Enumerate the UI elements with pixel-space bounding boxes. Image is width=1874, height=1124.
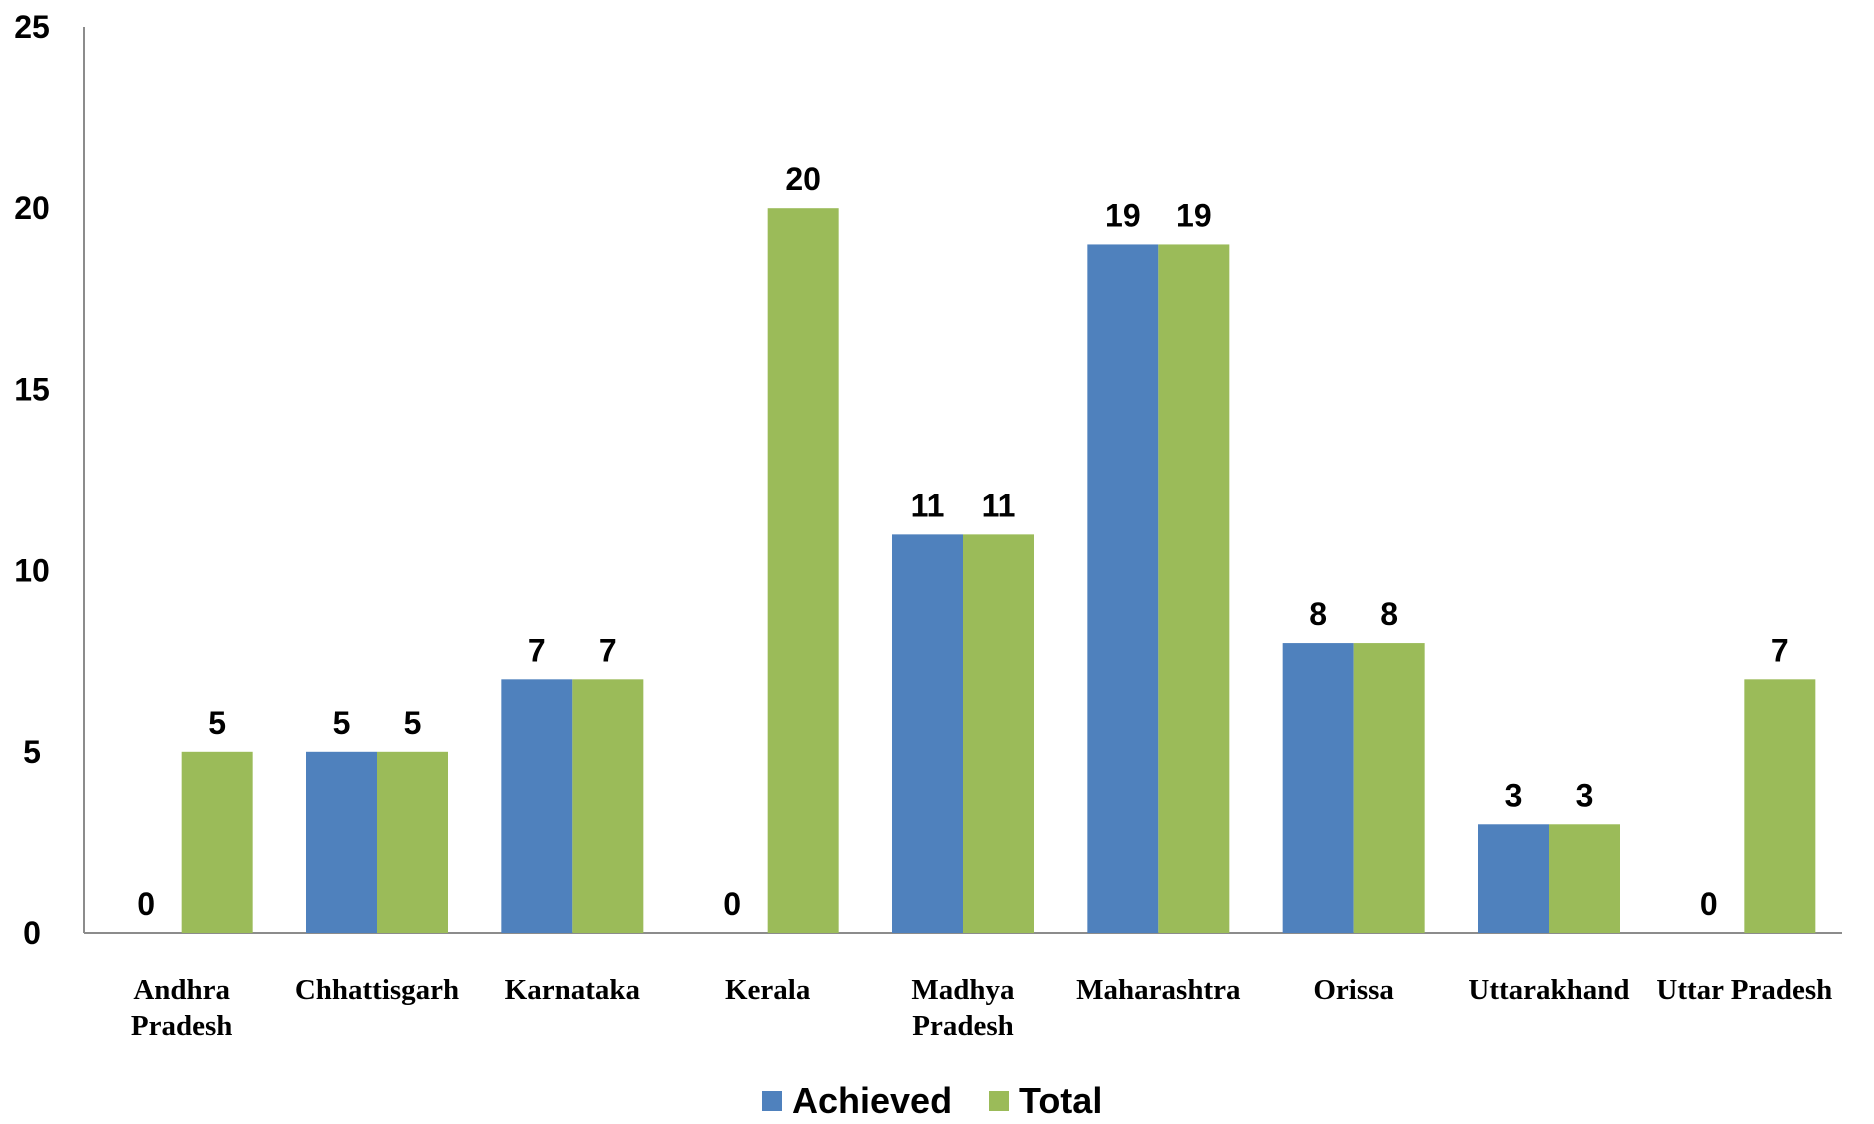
- category-label: Karnataka: [505, 974, 641, 1006]
- data-label: 8: [1380, 596, 1398, 632]
- legend-swatch-total: [989, 1091, 1009, 1111]
- bar-total: [1744, 679, 1816, 933]
- y-tick-label: 20: [14, 190, 50, 226]
- bar-achieved: [1478, 824, 1549, 933]
- category-label: Maharashtra: [1076, 974, 1241, 1006]
- data-label: 5: [404, 705, 422, 741]
- category-label: Orissa: [1313, 974, 1394, 1006]
- data-label: 7: [599, 632, 617, 668]
- y-tick-label: 0: [23, 915, 41, 951]
- data-label: 0: [723, 886, 741, 922]
- data-label: 8: [1309, 596, 1327, 632]
- data-label: 5: [208, 705, 226, 741]
- category-label: Uttarakhand: [1468, 974, 1629, 1006]
- bar-total: [572, 679, 644, 933]
- bar-total: [1158, 244, 1230, 933]
- y-axis: 0 5 10 15 20 25: [14, 9, 85, 951]
- data-label: 7: [1771, 632, 1789, 668]
- category-label: Madhya: [911, 974, 1015, 1006]
- data-label: 11: [911, 487, 945, 523]
- y-tick-label: 10: [14, 553, 50, 589]
- category-label: Andhra: [133, 974, 230, 1006]
- bar-achieved: [306, 751, 377, 933]
- data-label: 19: [1176, 197, 1212, 233]
- bar-total: [1549, 824, 1620, 933]
- bar-total: [377, 751, 448, 933]
- data-label: 7: [528, 632, 546, 668]
- bar-total: [1353, 643, 1425, 933]
- y-tick-label: 15: [14, 371, 50, 407]
- data-labels: 0 5 7 0 11 19 8 3 0 5 5 7 20 11 19 8 3 7: [137, 161, 1788, 922]
- category-label: Pradesh: [912, 1010, 1014, 1042]
- y-tick-label: 25: [14, 9, 50, 45]
- bar-achieved: [501, 679, 573, 933]
- legend-label: Total: [1019, 1080, 1102, 1121]
- category-label: Chhattisgarh: [295, 974, 459, 1006]
- bar-achieved: [1087, 244, 1159, 933]
- data-label: 11: [982, 487, 1016, 523]
- category-labels: Andhra Pradesh Chhattisgarh Karnataka Kerala…: [131, 974, 1832, 1042]
- legend-swatch-achieved: [762, 1091, 782, 1111]
- data-label: 20: [785, 161, 821, 197]
- category-label: Pradesh: [131, 1010, 233, 1042]
- data-label: 0: [137, 886, 155, 922]
- bar-total: [181, 751, 253, 933]
- data-label: 3: [1505, 777, 1523, 813]
- data-label: 19: [1105, 197, 1141, 233]
- data-label: 5: [333, 705, 351, 741]
- data-label: 3: [1576, 777, 1594, 813]
- y-tick-label: 5: [23, 734, 41, 770]
- legend: Achieved Total: [762, 1080, 1102, 1121]
- legend-label: Achieved: [792, 1080, 952, 1121]
- category-label: Uttar Pradesh: [1656, 974, 1832, 1006]
- bar-total: [963, 534, 1034, 933]
- bars: [181, 208, 1816, 933]
- bar-total: [767, 208, 839, 933]
- bar-achieved: [1282, 643, 1354, 933]
- bar-achieved: [892, 534, 963, 933]
- data-label: 0: [1700, 886, 1718, 922]
- category-label: Kerala: [725, 974, 811, 1006]
